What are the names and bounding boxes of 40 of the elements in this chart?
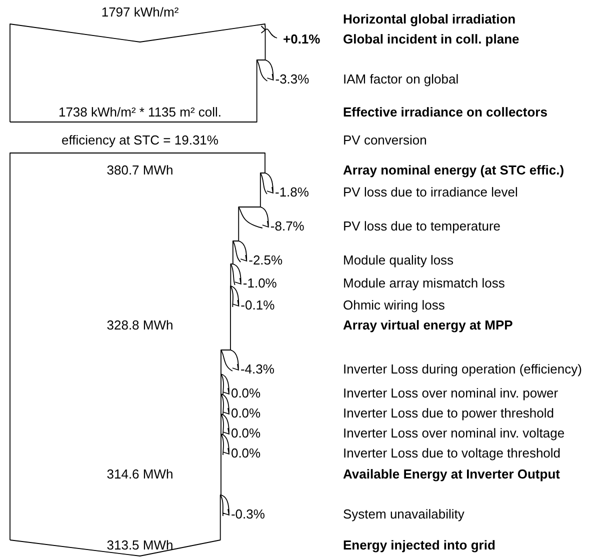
data-label: -8.7% <box>270 218 305 234</box>
data-label: 314.6 MWh <box>106 466 174 482</box>
data-label: 380.7 MWh <box>106 162 174 178</box>
category-label: Array nominal energy (at STC effic.) <box>343 162 564 178</box>
category-label: Effective irradiance on collectors <box>343 104 548 120</box>
category-label: Inverter Loss during operation (efficiency) <box>343 361 582 376</box>
data-label: -4.3% <box>240 361 275 376</box>
data-label: -0.3% <box>230 506 266 522</box>
category-label: Inverter Loss due to power threshold <box>343 405 554 420</box>
data-label: 1738 kWh/m² * 1135 m² coll. <box>58 104 222 120</box>
data-label: 313.5 MWh <box>106 537 174 552</box>
category-label: Module array mismatch loss <box>343 275 506 290</box>
data-label: 0.0% <box>230 425 262 440</box>
category-label: Inverter Loss due to voltage threshold <box>343 445 561 460</box>
data-label: -1.0% <box>242 275 278 290</box>
category-label: Module quality loss <box>343 252 454 268</box>
category-label: Inverter Loss over nominal inv. power <box>343 385 559 400</box>
category-label: Array virtual energy at MPP <box>343 317 514 332</box>
category-label: PV loss due to irradiance level <box>343 184 518 200</box>
category-label: System unavailability <box>343 506 465 522</box>
data-label: 328.8 MWh <box>106 317 174 332</box>
category-label: Available Energy at Inverter Output <box>343 466 561 482</box>
category-label: Ohmic wiring loss <box>343 297 446 312</box>
data-label: 0.0% <box>230 445 262 460</box>
category-label: Energy injected into grid <box>343 537 496 552</box>
data-label: -2.5% <box>248 252 284 268</box>
category-label: Horizontal global irradiation <box>343 11 516 26</box>
data-label: 0.0% <box>230 385 262 400</box>
category-label: IAM factor on global <box>343 71 459 86</box>
data-label: -0.1% <box>240 297 276 312</box>
category-label: PV loss due to temperature <box>343 218 501 234</box>
data-label: 0.0% <box>230 405 262 420</box>
data-label: +0.1% <box>283 31 321 46</box>
category-label: Global incident in coll. plane <box>343 31 520 46</box>
data-label: 1797 kWh/m² <box>101 4 180 20</box>
category-label: PV conversion <box>343 132 427 148</box>
data-label: efficiency at STC = 19.31% <box>62 132 219 148</box>
data-label: -1.8% <box>275 184 310 200</box>
category-label: Inverter Loss over nominal inv. voltage <box>343 425 565 440</box>
data-label: -3.3% <box>275 71 310 86</box>
